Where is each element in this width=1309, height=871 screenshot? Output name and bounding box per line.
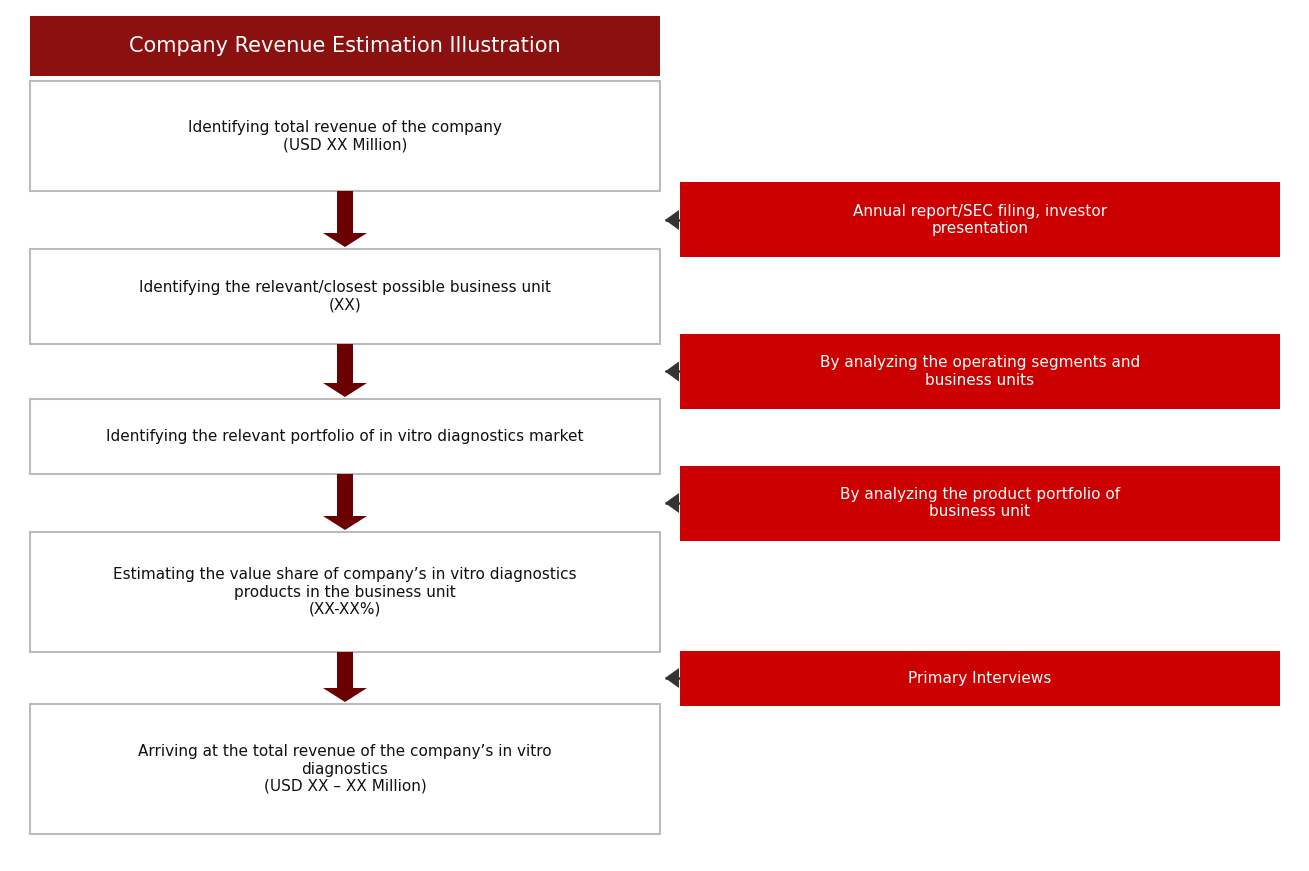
Polygon shape (665, 361, 679, 381)
Bar (336, 474, 353, 520)
Bar (679, 183, 1280, 258)
Bar (30, 704, 660, 834)
Polygon shape (323, 688, 367, 702)
Bar (679, 334, 1280, 409)
Text: Primary Interviews: Primary Interviews (908, 671, 1051, 685)
Text: Annual report/SEC filing, investor
presentation: Annual report/SEC filing, investor prese… (853, 204, 1107, 236)
Text: Estimating the value share of company’s in vitro diagnostics
products in the bus: Estimating the value share of company’s … (113, 567, 577, 617)
Bar (30, 532, 660, 652)
Text: Identifying total revenue of the company
(USD XX Million): Identifying total revenue of the company… (188, 120, 501, 152)
Bar (336, 191, 353, 237)
Bar (30, 399, 660, 474)
Polygon shape (665, 493, 679, 513)
Bar (679, 465, 1280, 541)
Polygon shape (665, 668, 679, 688)
Text: Identifying the relevant/closest possible business unit
(XX): Identifying the relevant/closest possibl… (139, 280, 551, 313)
Text: Arriving at the total revenue of the company’s in vitro
diagnostics
(USD XX – XX: Arriving at the total revenue of the com… (139, 744, 552, 793)
Polygon shape (323, 516, 367, 530)
Bar (336, 344, 353, 387)
Bar (336, 652, 353, 692)
Bar (30, 249, 660, 344)
Text: Company Revenue Estimation Illustration: Company Revenue Estimation Illustration (130, 36, 560, 56)
Polygon shape (323, 233, 367, 247)
Text: By analyzing the operating segments and
business units: By analyzing the operating segments and … (819, 355, 1140, 388)
Bar (30, 16, 660, 76)
Polygon shape (665, 210, 679, 230)
Bar (679, 651, 1280, 706)
Text: Identifying the relevant portfolio of in vitro diagnostics market: Identifying the relevant portfolio of in… (106, 429, 584, 444)
Bar (30, 81, 660, 191)
Polygon shape (323, 383, 367, 397)
Text: By analyzing the product portfolio of
business unit: By analyzing the product portfolio of bu… (840, 487, 1121, 519)
